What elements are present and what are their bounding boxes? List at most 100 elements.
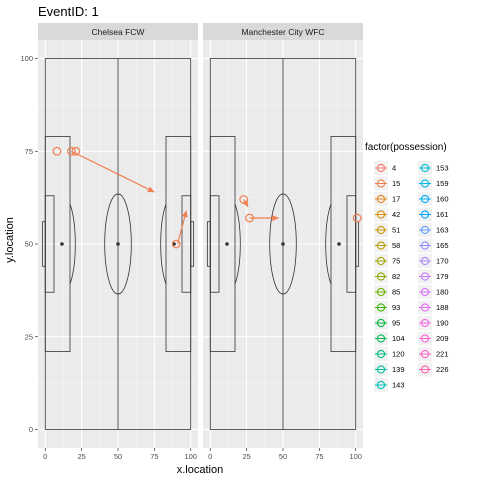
legend-item: 58 [374,238,400,253]
legend-key-symbol [376,225,386,235]
left-penalty-spot [60,242,64,246]
legend-title: factor(possession) [365,142,447,153]
event-point [245,213,254,223]
legend-key-symbol [420,179,430,188]
legend-item: 159 [418,176,449,191]
x-tick-label: 50 [114,452,122,461]
y-tick-label: 50 [25,240,33,249]
legend-item: 120 [374,347,405,361]
legend: factor(possession) 4 15 17 42 51 58 75 82 85 93 95… [365,142,449,392]
right-penalty-arc [325,203,332,285]
event-point [352,213,362,223]
legend-key-symbol [376,380,386,390]
legend-item: 161 [418,207,449,222]
legend-label: 42 [392,210,400,219]
legend-key-symbol [420,287,430,297]
legend-label: 120 [392,350,405,359]
center-spot [281,242,285,246]
legend-key-symbol [376,179,386,188]
legend-key-symbol [420,194,430,204]
legend-key-symbol [420,272,430,281]
facet-strip-label: Manchester City WFC [241,27,324,37]
legend-label: 93 [392,303,400,312]
legend-label: 75 [392,257,400,266]
legend-item: 190 [418,316,449,330]
legend-label: 143 [392,381,405,390]
legend-key-symbol [420,210,430,219]
legend-label: 163 [436,226,449,235]
legend-item: 163 [418,223,449,237]
legend-label: 51 [392,226,400,235]
legend-label: 82 [392,272,400,281]
legend-label: 226 [436,365,449,374]
legend-item: 180 [418,285,449,299]
pass-arrow-head [181,210,188,218]
legend-item: 153 [418,161,449,175]
legend-label: 17 [392,195,400,204]
legend-item: 221 [418,347,449,361]
legend-key-symbol [376,318,386,328]
legend-key-symbol [420,163,430,173]
x-tick-label: 100 [349,452,362,461]
legend-item: 4 [374,161,396,175]
legend-label: 221 [436,350,449,359]
legend-label: 190 [436,319,449,328]
y-tick-label: 0 [29,425,33,434]
left-penalty-spot [225,242,229,246]
legend-label: 180 [436,288,449,297]
legend-item: 104 [374,331,405,346]
pitch-markings [41,58,195,430]
y-tick-label: 100 [20,54,33,63]
y-tick-label: 25 [25,332,33,341]
legend-label: 4 [392,164,396,173]
legend-label: 170 [436,257,449,266]
legend-key-symbol [376,287,386,297]
left-penalty-arc [234,203,241,285]
legend-item: 51 [374,223,400,237]
legend-label: 95 [392,319,400,328]
legend-label: 15 [392,179,400,188]
x-tick-label: 25 [77,452,85,461]
right-penalty-arc [160,203,167,285]
x-tick-label: 25 [242,452,250,461]
legend-key-symbol [376,163,386,173]
facet-panel: Chelsea FCW 0 25 50 75 100 0 25 50 75 100 [20,23,198,461]
legend-key-symbol [420,256,430,266]
legend-item: 139 [374,362,405,377]
legend-label: 188 [436,303,449,312]
event-point [71,146,81,156]
legend-item: 82 [374,269,400,284]
pitch-markings [206,58,360,430]
x-tick-label: 50 [279,452,287,461]
legend-label: 159 [436,179,449,188]
legend-label: 209 [436,334,449,343]
x-tick-label: 75 [150,452,158,461]
legend-key-symbol [376,194,386,204]
left-penalty-arc [69,203,76,285]
legend-item: 226 [418,362,449,377]
legend-item: 143 [374,378,405,392]
facet-strip [38,23,198,40]
legend-item: 93 [374,300,400,315]
left-goal [206,221,211,267]
chart-title: EventID: 1 [38,4,99,19]
legend-key-symbol [376,256,386,266]
legend-label: 139 [392,365,405,374]
legend-label: 165 [436,241,449,250]
legend-item: 17 [374,192,400,206]
y-tick-label: 75 [25,147,33,156]
legend-key-symbol [420,318,430,328]
legend-key-symbol [420,241,430,250]
legend-key-symbol [420,303,430,312]
facet-panel: Manchester City WFC 0 25 50 75 100 [203,23,363,461]
legend-label: 160 [436,195,449,204]
event-point [52,146,62,156]
pass-arrow-head [272,214,279,222]
center-spot [116,242,120,246]
legend-key-symbol [420,349,430,359]
legend-label: 58 [392,241,400,250]
legend-item: 160 [418,192,449,206]
legend-key-symbol [420,365,430,374]
center-circle [104,193,132,295]
